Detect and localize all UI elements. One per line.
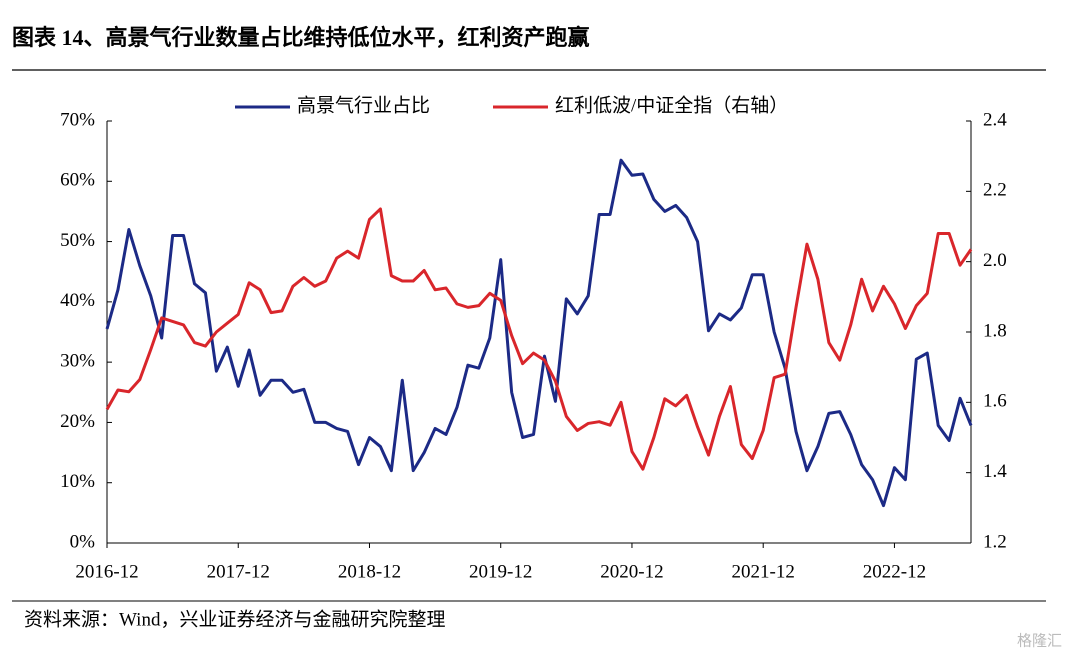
x-tick-label: 2021-12	[732, 561, 795, 582]
y-tick-label: 30%	[60, 351, 95, 372]
y-tick-label: 60%	[60, 170, 95, 191]
x-tick-label: 2018-12	[338, 561, 401, 582]
y-tick-label: 0%	[70, 531, 96, 552]
y2-tick-label: 2.4	[983, 109, 1007, 130]
y2-tick-label: 1.6	[983, 391, 1007, 412]
y-tick-label: 50%	[60, 230, 95, 251]
y2-tick-label: 2.2	[983, 180, 1007, 201]
legend-label: 高景气行业占比	[297, 94, 430, 116]
chart-title: 图表 14、高景气行业数量占比维持低位水平，红利资产跑赢	[12, 25, 590, 50]
series-line	[105, 158, 973, 508]
watermark: 格隆汇	[1017, 632, 1062, 649]
x-tick-label: 2017-12	[207, 561, 270, 582]
y-tick-label: 20%	[60, 411, 95, 432]
y2-tick-label: 1.8	[983, 320, 1007, 341]
y-tick-label: 10%	[60, 471, 95, 492]
x-tick-label: 2022-12	[863, 561, 926, 582]
y2-tick-label: 1.2	[983, 531, 1007, 552]
y-tick-label: 70%	[60, 109, 95, 130]
y2-tick-label: 1.4	[983, 461, 1007, 482]
series-line	[105, 207, 973, 471]
x-tick-label: 2020-12	[600, 561, 663, 582]
source-note: 资料来源：Wind，兴业证券经济与金融研究院整理	[24, 608, 445, 630]
y2-tick-label: 2.0	[983, 250, 1007, 271]
x-tick-label: 2016-12	[75, 561, 138, 582]
y-tick-label: 40%	[60, 290, 95, 311]
legend-label: 红利低波/中证全指（右轴）	[555, 94, 788, 116]
x-tick-label: 2019-12	[469, 561, 532, 582]
